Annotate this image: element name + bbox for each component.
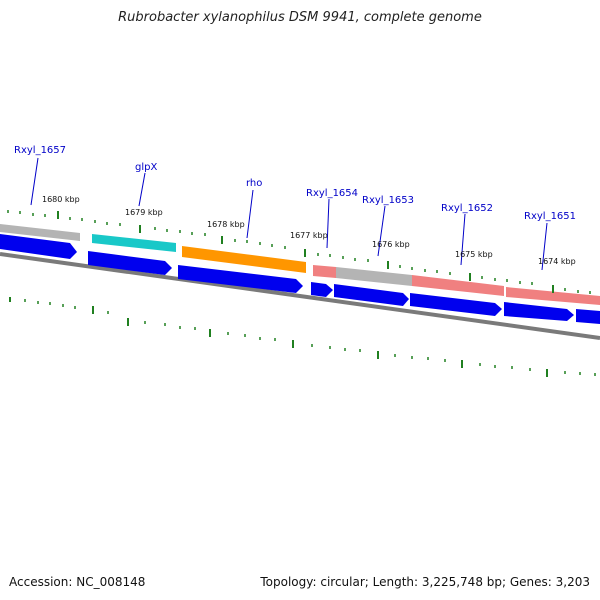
gene-bar-gray[interactable] <box>0 224 80 241</box>
gene-bar-pink[interactable] <box>313 265 336 278</box>
gene-arrow-forward[interactable] <box>334 284 409 306</box>
gene-label-rxyl-1657[interactable]: Rxyl_1657 <box>14 145 66 156</box>
inner-tick-row <box>9 297 596 377</box>
gene-bar-gray[interactable] <box>336 267 412 286</box>
gene-label-rxyl-1653[interactable]: Rxyl_1653 <box>362 195 414 206</box>
genome-backbone <box>0 252 600 340</box>
kbp-label: 1680 kbp <box>42 195 80 204</box>
kbp-label: 1675 kbp <box>455 250 493 259</box>
genome-summary-text: Topology: circular; Length: 3,225,748 bp… <box>260 575 590 589</box>
kbp-label: 1678 kbp <box>207 220 245 229</box>
page-title: Rubrobacter xylanophilus DSM 9941, compl… <box>118 10 482 25</box>
gene-label-rho[interactable]: rho <box>246 178 262 189</box>
forward-gene-track <box>0 234 600 324</box>
outer-tick-row <box>7 210 591 294</box>
gene-arrow-forward[interactable] <box>0 234 77 259</box>
gene-arrow-forward[interactable] <box>410 293 502 316</box>
gene-bar-cyan[interactable] <box>92 234 176 252</box>
gene-bar-pink[interactable] <box>412 275 504 296</box>
kbp-label: 1679 kbp <box>125 208 163 217</box>
gene-label-glpx[interactable]: glpX <box>135 162 157 173</box>
gene-arrow-forward[interactable] <box>504 302 574 321</box>
kbp-label: 1677 kbp <box>290 231 328 240</box>
gene-arrow-forward[interactable] <box>311 282 333 297</box>
label-callouts <box>30 157 548 271</box>
top-gene-track <box>0 224 600 305</box>
gene-arrow-forward[interactable] <box>88 251 172 275</box>
gene-bar-pink[interactable] <box>506 287 600 305</box>
gene-label-rxyl-1651[interactable]: Rxyl_1651 <box>524 211 576 222</box>
gene-arrow-forward[interactable] <box>178 265 303 293</box>
kbp-label: 1676 kbp <box>372 240 410 249</box>
accession-text: Accession: NC_008148 <box>9 575 146 589</box>
kbp-label: 1674 kbp <box>538 257 576 266</box>
gene-label-rxyl-1654[interactable]: Rxyl_1654 <box>306 188 358 199</box>
gene-arrow-forward[interactable] <box>576 309 600 324</box>
gene-bar-orange[interactable] <box>182 246 306 273</box>
gene-label-rxyl-1652[interactable]: Rxyl_1652 <box>441 203 493 214</box>
